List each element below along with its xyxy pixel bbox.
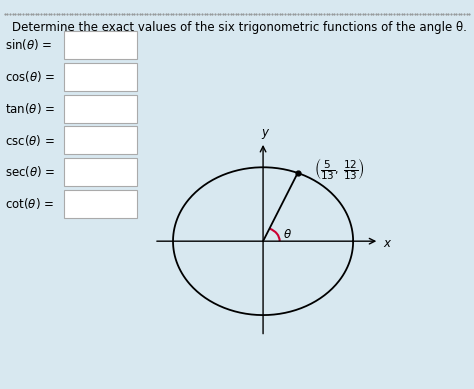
FancyBboxPatch shape [64,95,137,123]
FancyBboxPatch shape [64,63,137,91]
Text: $\left(\dfrac{5}{13},\ \dfrac{12}{13}\right)$: $\left(\dfrac{5}{13},\ \dfrac{12}{13}\ri… [314,156,365,182]
Text: Determine the exact values of the six trigonometric functions of the angle θ.: Determine the exact values of the six tr… [12,21,467,34]
FancyBboxPatch shape [64,190,137,218]
Text: $x$: $x$ [383,237,392,250]
FancyBboxPatch shape [64,31,137,59]
Text: cos($\theta$) =: cos($\theta$) = [5,69,55,84]
Text: $y$: $y$ [261,127,270,141]
FancyBboxPatch shape [64,158,137,186]
Text: cot($\theta$) =: cot($\theta$) = [5,196,54,211]
Text: tan($\theta$) =: tan($\theta$) = [5,101,55,116]
Text: sin($\theta$) =: sin($\theta$) = [5,37,52,52]
FancyBboxPatch shape [64,126,137,154]
Text: $\theta$: $\theta$ [283,228,292,241]
Text: csc($\theta$) =: csc($\theta$) = [5,133,55,147]
Text: sec($\theta$) =: sec($\theta$) = [5,165,55,179]
